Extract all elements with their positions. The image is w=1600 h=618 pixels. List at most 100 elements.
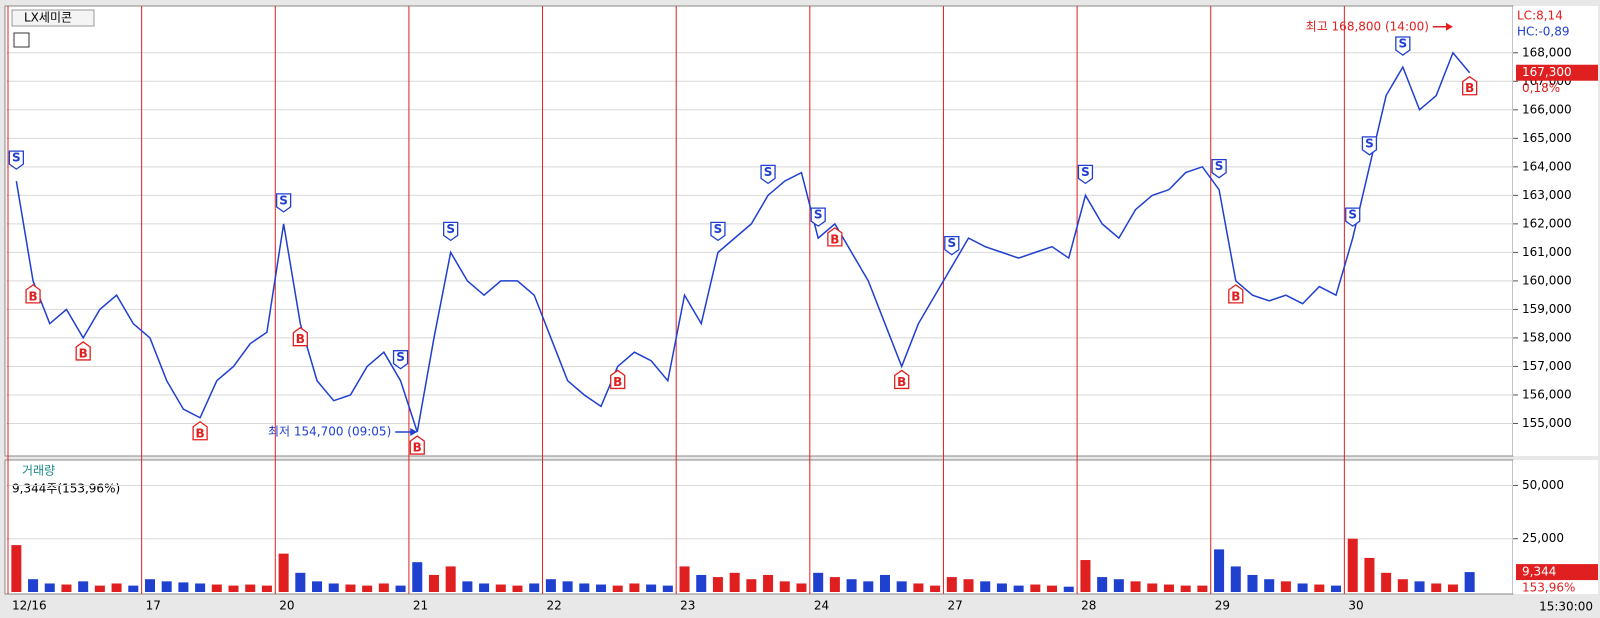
volume-bar	[1447, 584, 1458, 592]
volume-bar	[228, 585, 239, 592]
volume-bar	[796, 583, 807, 592]
volume-bar	[195, 583, 206, 592]
ratio-label: 153,96%	[1522, 581, 1575, 595]
signal-shape	[1211, 159, 1227, 179]
last-price-box	[1516, 64, 1598, 81]
signal-shape	[710, 221, 726, 242]
volume-bar	[211, 584, 222, 592]
signal-marker: B	[75, 341, 91, 361]
volume-bar	[1414, 581, 1425, 592]
volume-bar	[1030, 584, 1041, 592]
volume-bar	[1080, 560, 1091, 592]
volume-bar	[11, 545, 22, 592]
volume-bar	[495, 584, 506, 592]
signal-shape	[192, 420, 208, 441]
y-tick-label: 166,000	[1522, 102, 1572, 116]
volume-bar	[746, 579, 757, 592]
x-tick-label: 23	[680, 599, 695, 613]
volume-bar	[261, 585, 272, 592]
volume-bar	[479, 583, 490, 592]
volume-bar	[1214, 549, 1225, 592]
volume-bar	[863, 581, 874, 592]
volume-bar	[846, 579, 857, 592]
volume-bar	[529, 583, 540, 592]
volume-bar	[729, 572, 740, 592]
volume-bar	[629, 583, 640, 592]
low-arrowhead	[410, 428, 418, 437]
volume-bar	[763, 574, 774, 592]
volume-bar	[712, 577, 723, 592]
signal-marker: S	[1395, 36, 1411, 56]
time-label: 15:30:00	[1539, 600, 1593, 614]
signal-label: S	[1215, 159, 1224, 173]
volume-bar	[996, 583, 1007, 592]
last-volume-label: 9,344	[1522, 565, 1556, 579]
x-tick-label: 17	[146, 599, 161, 613]
signal-label: S	[396, 350, 405, 364]
signal-shape	[75, 341, 91, 361]
y-tick-label: 165,000	[1522, 131, 1572, 145]
volume-bar	[1113, 579, 1124, 592]
y-tick-label: 168,000	[1522, 45, 1572, 59]
volume-bar	[61, 584, 72, 592]
volume-bar	[963, 579, 974, 592]
signal-marker: B	[192, 420, 208, 441]
volume-bar	[1264, 579, 1275, 592]
signal-shape	[760, 164, 776, 185]
lc-label: LC:8,14	[1517, 9, 1563, 23]
volume-bar	[345, 584, 356, 592]
volume-bar	[245, 584, 256, 592]
signal-label: S	[764, 165, 773, 179]
volume-bar	[412, 562, 423, 592]
signal-label: B	[1231, 289, 1240, 303]
volume-bar	[980, 581, 991, 592]
signal-label: S	[947, 236, 956, 250]
signal-shape	[944, 235, 960, 256]
volume-bar	[1180, 585, 1191, 592]
volume-bar	[295, 572, 306, 592]
volume-bar	[579, 583, 590, 592]
signal-label: S	[1365, 136, 1374, 150]
volume-bar	[1013, 585, 1024, 592]
x-tick-label: 22	[547, 599, 562, 613]
volume-bar	[512, 585, 523, 592]
signal-shape	[1361, 136, 1378, 156]
y-tick-label: 50,000	[1522, 478, 1564, 492]
volume-bar	[946, 577, 957, 592]
price-axis-pane	[1513, 6, 1598, 456]
volume-bar	[545, 579, 556, 592]
high-arrowhead	[1445, 22, 1453, 31]
signal-label: B	[28, 289, 37, 303]
signal-label: B	[830, 232, 839, 246]
signal-marker: B	[894, 369, 910, 390]
y-tick-label: 155,000	[1522, 416, 1572, 430]
signal-shape	[810, 207, 826, 227]
x-tick-label: 30	[1348, 599, 1363, 613]
volume-bar	[128, 585, 139, 592]
table-icon[interactable]	[13, 32, 30, 48]
volume-bar	[1247, 574, 1258, 592]
volume-bar	[111, 583, 122, 592]
price-line	[15, 51, 1471, 433]
signal-label: B	[413, 441, 422, 455]
volume-bar	[1047, 585, 1058, 592]
y-tick-label: 25,000	[1522, 531, 1564, 545]
volume-bar	[1230, 566, 1241, 592]
x-tick-label: 28	[1081, 599, 1096, 613]
x-tick-label: 24	[814, 599, 829, 613]
volume-bar	[596, 584, 607, 592]
volume-bar	[1197, 585, 1208, 592]
volume-bar	[94, 585, 105, 592]
volume-bar	[1347, 538, 1358, 592]
x-tick-label: 21	[413, 599, 428, 613]
y-tick-label: 156,000	[1522, 387, 1572, 401]
signal-marker: S	[1345, 207, 1361, 227]
signal-label: B	[1465, 81, 1474, 95]
y-tick-label: 160,000	[1522, 273, 1572, 287]
signal-marker: S	[275, 193, 292, 213]
volume-bar	[1130, 581, 1141, 592]
volume-title: 거래량	[22, 464, 55, 478]
y-tick-label: 163,000	[1522, 188, 1572, 202]
signal-label: B	[613, 375, 622, 389]
